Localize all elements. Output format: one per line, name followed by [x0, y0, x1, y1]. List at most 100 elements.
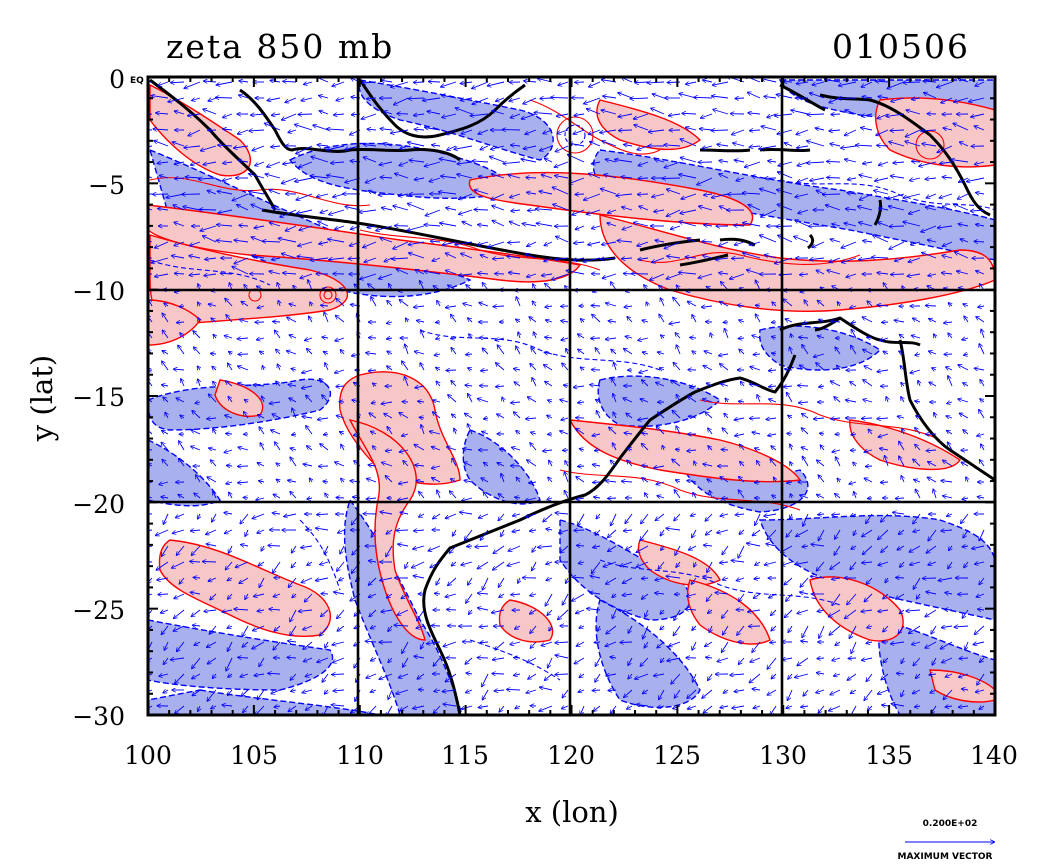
wind-vector	[959, 224, 969, 226]
wind-vector	[286, 225, 297, 231]
wind-vector	[831, 114, 841, 115]
wind-vector	[969, 97, 985, 102]
wind-vector	[329, 209, 345, 215]
wind-vector	[446, 208, 457, 210]
vector-legend: 0.200E+02 MAXIMUM VECTOR	[897, 819, 994, 862]
wind-vector	[158, 162, 169, 163]
wind-vector	[777, 129, 793, 134]
wind-vector	[425, 161, 441, 166]
wind-vector	[152, 96, 169, 99]
wind-vector	[928, 240, 937, 242]
wind-vector	[311, 258, 329, 260]
wind-vector	[889, 142, 905, 147]
wind-vector	[878, 222, 889, 227]
wind-vector	[941, 97, 953, 103]
wind-vector	[380, 129, 393, 130]
wind-vector	[747, 270, 761, 275]
y-tick-label: −25	[72, 596, 125, 625]
wind-vector	[908, 274, 921, 276]
wind-vector	[239, 225, 249, 226]
wind-vector	[975, 162, 985, 164]
wind-vector	[490, 157, 505, 163]
wind-vector	[832, 224, 841, 226]
wind-vector	[173, 142, 185, 147]
wind-vector	[831, 239, 841, 243]
wind-vector	[573, 129, 585, 134]
wind-vector	[208, 191, 217, 195]
wind-vector	[409, 241, 425, 245]
wind-vector	[856, 145, 873, 146]
wind-vector	[299, 161, 313, 167]
wind-vector	[359, 209, 377, 212]
wind-vector	[527, 241, 537, 246]
wind-vector	[424, 271, 441, 275]
wind-vector	[267, 97, 281, 101]
wind-vector	[542, 175, 553, 179]
wind-vector	[312, 77, 329, 83]
wind-vector	[954, 97, 969, 102]
wind-vector	[430, 177, 441, 182]
wind-vector	[794, 237, 809, 243]
wind-vector	[777, 190, 793, 195]
wind-vector	[637, 241, 649, 246]
wind-vector	[408, 204, 425, 211]
wind-vector	[201, 145, 217, 151]
wind-vector	[174, 222, 185, 227]
x-tick-label: 135	[865, 741, 913, 770]
wind-vector	[481, 145, 489, 150]
wind-vector	[319, 96, 329, 98]
wind-vector	[778, 235, 793, 243]
wind-vector	[400, 146, 409, 149]
map-title: zeta 850 mb	[166, 27, 394, 66]
wind-vector	[379, 194, 393, 195]
wind-vector	[903, 82, 921, 83]
wind-vector	[732, 258, 745, 259]
wind-vector	[891, 130, 905, 131]
wind-vector	[959, 658, 969, 659]
wind-vector	[296, 193, 313, 200]
wind-vector	[392, 258, 409, 259]
wind-vector	[667, 273, 681, 279]
x-tick-label: 115	[441, 741, 489, 770]
wind-vector	[472, 97, 489, 104]
wind-vector	[618, 241, 633, 242]
wind-vector	[432, 145, 441, 146]
wind-vector	[510, 193, 521, 197]
wind-vector	[603, 273, 617, 278]
wind-vector	[148, 273, 153, 275]
wind-vector	[877, 145, 889, 146]
wind-vector	[190, 241, 201, 246]
wind-vector	[703, 80, 713, 82]
wind-vector	[153, 129, 169, 130]
wind-vector	[639, 161, 649, 166]
wind-vector	[459, 209, 473, 214]
wind-vector	[553, 187, 569, 195]
wind-vector	[681, 193, 697, 199]
wind-vector	[509, 273, 521, 275]
wind-vector	[845, 129, 857, 135]
wind-vector	[578, 466, 585, 467]
wind-vector	[537, 223, 553, 227]
wind-vector	[890, 226, 905, 227]
wind-vector	[600, 129, 617, 133]
wind-vector	[491, 145, 505, 149]
wind-vector	[148, 174, 153, 179]
wind-vector	[455, 241, 473, 245]
wind-vector	[300, 273, 313, 278]
wind-vector	[817, 658, 825, 659]
wind-vector	[736, 178, 745, 181]
wind-vector	[876, 129, 889, 135]
wind-vector	[493, 221, 505, 227]
wind-vector	[841, 241, 857, 248]
wind-vector	[327, 129, 345, 130]
wind-vector	[704, 194, 713, 195]
wind-vector	[424, 225, 441, 226]
wind-vector	[269, 271, 281, 275]
wind-vector	[887, 193, 905, 199]
wind-vector	[733, 143, 745, 147]
wind-vector	[254, 226, 265, 228]
wind-vector	[608, 209, 617, 213]
wind-vector	[712, 193, 729, 198]
wind-vector	[637, 145, 649, 150]
x-tick-label: 110	[336, 741, 384, 770]
